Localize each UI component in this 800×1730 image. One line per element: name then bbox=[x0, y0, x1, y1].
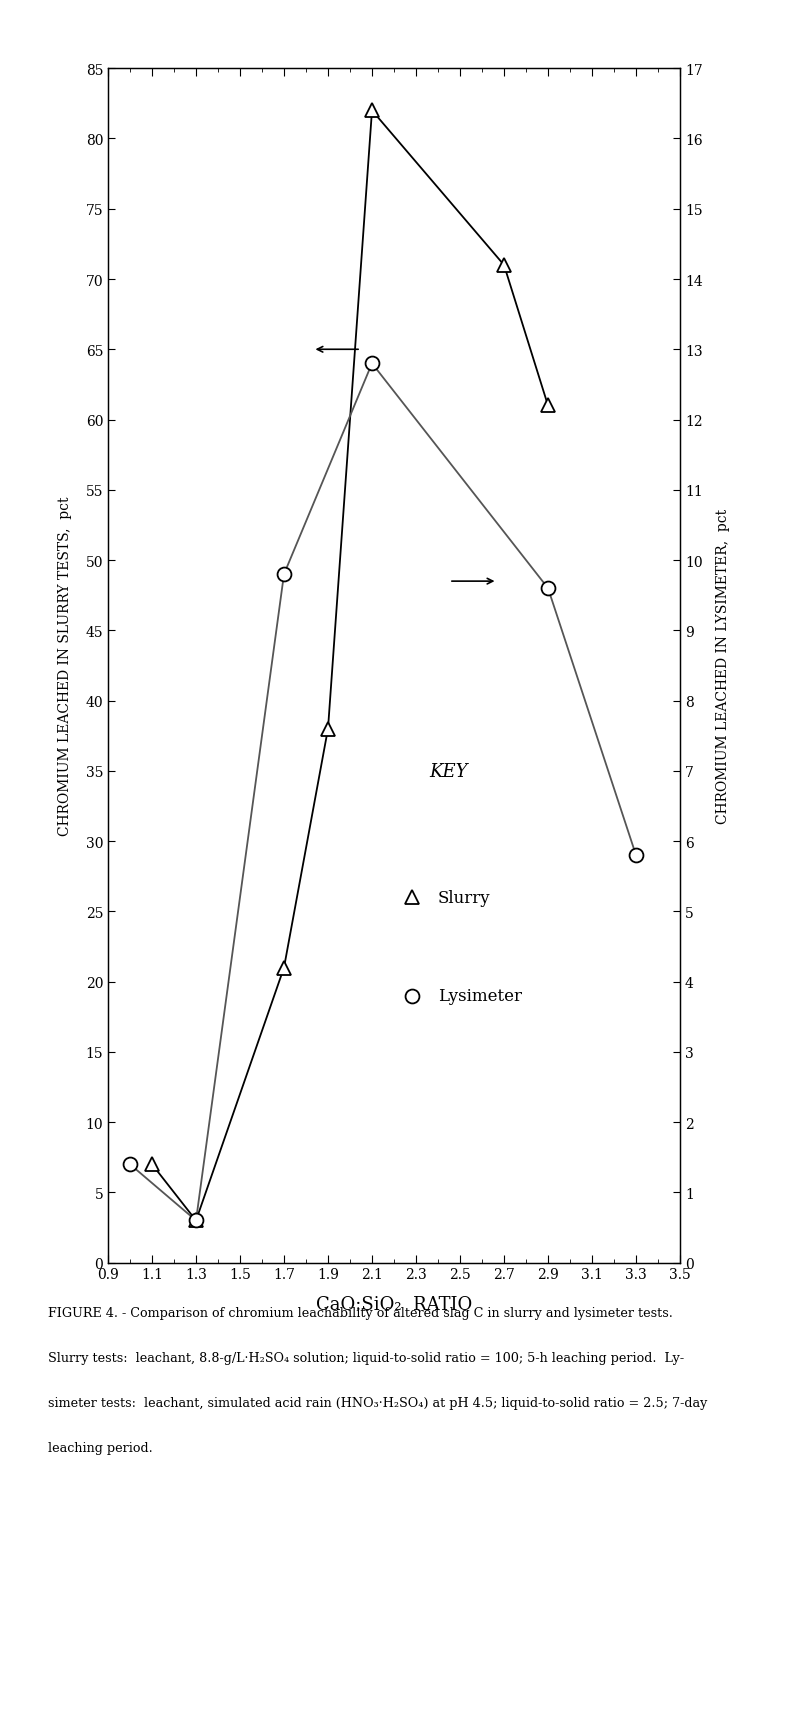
Text: KEY: KEY bbox=[429, 763, 468, 780]
Text: leaching period.: leaching period. bbox=[48, 1441, 153, 1455]
X-axis label: CaO:SiO₂  RATIO: CaO:SiO₂ RATIO bbox=[316, 1296, 472, 1313]
Text: simeter tests:  leachant, simulated acid rain (HNO₃·H₂SO₄) at pH 4.5; liquid-to-: simeter tests: leachant, simulated acid … bbox=[48, 1396, 707, 1410]
Y-axis label: CHROMIUM LEACHED IN SLURRY TESTS,  pct: CHROMIUM LEACHED IN SLURRY TESTS, pct bbox=[58, 497, 72, 836]
Text: FIGURE 4. - Comparison of chromium leachability of altered slag C in slurry and : FIGURE 4. - Comparison of chromium leach… bbox=[48, 1306, 673, 1320]
Text: Lysimeter: Lysimeter bbox=[438, 988, 522, 1005]
Text: Slurry tests:  leachant, 8.8-g/L·H₂SO₄ solution; liquid-to-solid ratio = 100; 5-: Slurry tests: leachant, 8.8-g/L·H₂SO₄ so… bbox=[48, 1351, 684, 1365]
Text: Slurry: Slurry bbox=[438, 889, 490, 907]
Y-axis label: CHROMIUM LEACHED IN LYSIMETER,  pct: CHROMIUM LEACHED IN LYSIMETER, pct bbox=[717, 509, 730, 823]
